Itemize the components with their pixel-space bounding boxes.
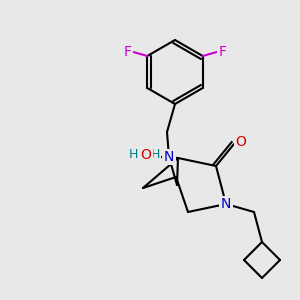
Text: N: N	[164, 150, 174, 164]
Text: H: H	[150, 148, 160, 161]
Text: H: H	[128, 148, 138, 161]
Text: F: F	[123, 45, 131, 59]
Text: O: O	[236, 135, 246, 149]
Text: O: O	[141, 148, 152, 162]
Text: N: N	[221, 197, 231, 211]
Text: F: F	[219, 45, 227, 59]
